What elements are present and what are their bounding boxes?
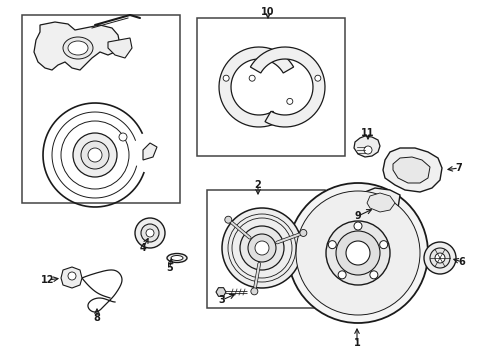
- Circle shape: [429, 248, 449, 268]
- Polygon shape: [353, 136, 379, 157]
- Polygon shape: [108, 38, 132, 58]
- Bar: [22, 15, 180, 203]
- Circle shape: [353, 222, 361, 230]
- Ellipse shape: [171, 256, 183, 261]
- Text: 4: 4: [140, 243, 146, 253]
- Circle shape: [254, 241, 268, 255]
- Polygon shape: [61, 267, 82, 288]
- Circle shape: [423, 242, 455, 274]
- Polygon shape: [366, 193, 394, 212]
- Text: 3: 3: [218, 295, 225, 305]
- Circle shape: [314, 75, 320, 81]
- Polygon shape: [250, 47, 325, 127]
- Circle shape: [146, 229, 154, 237]
- Text: 2: 2: [254, 180, 261, 190]
- Circle shape: [119, 133, 127, 141]
- Ellipse shape: [68, 41, 88, 55]
- Ellipse shape: [63, 37, 93, 59]
- Polygon shape: [216, 288, 225, 296]
- Circle shape: [73, 133, 117, 177]
- Text: 11: 11: [361, 128, 374, 138]
- Circle shape: [379, 240, 387, 249]
- Polygon shape: [34, 22, 120, 70]
- Circle shape: [335, 231, 379, 275]
- Circle shape: [295, 191, 419, 315]
- Polygon shape: [392, 157, 429, 183]
- Circle shape: [222, 208, 302, 288]
- Circle shape: [68, 272, 76, 280]
- Text: 1: 1: [353, 338, 360, 348]
- Text: 12: 12: [41, 275, 55, 285]
- Text: 6: 6: [458, 257, 465, 267]
- Text: 5: 5: [166, 263, 173, 273]
- Polygon shape: [142, 143, 157, 160]
- Circle shape: [434, 253, 444, 263]
- Circle shape: [299, 229, 306, 237]
- Circle shape: [81, 141, 109, 169]
- Circle shape: [240, 226, 284, 270]
- Circle shape: [327, 240, 336, 249]
- Bar: [206, 190, 325, 308]
- Circle shape: [369, 271, 377, 279]
- Circle shape: [224, 216, 231, 223]
- Polygon shape: [361, 188, 399, 215]
- Circle shape: [325, 221, 389, 285]
- Circle shape: [286, 98, 292, 104]
- Circle shape: [247, 234, 275, 262]
- Bar: [197, 18, 345, 156]
- Text: 7: 7: [455, 163, 462, 173]
- Circle shape: [363, 146, 371, 154]
- Circle shape: [287, 183, 427, 323]
- Circle shape: [88, 148, 102, 162]
- Polygon shape: [219, 47, 293, 127]
- Text: 9: 9: [354, 211, 361, 221]
- Circle shape: [250, 288, 257, 295]
- Circle shape: [223, 75, 229, 81]
- Circle shape: [249, 75, 255, 81]
- Circle shape: [135, 218, 164, 248]
- Circle shape: [346, 241, 369, 265]
- Text: 8: 8: [93, 313, 100, 323]
- Circle shape: [141, 224, 159, 242]
- Ellipse shape: [167, 253, 186, 262]
- Text: 10: 10: [261, 7, 274, 17]
- Circle shape: [337, 271, 346, 279]
- Polygon shape: [382, 148, 441, 192]
